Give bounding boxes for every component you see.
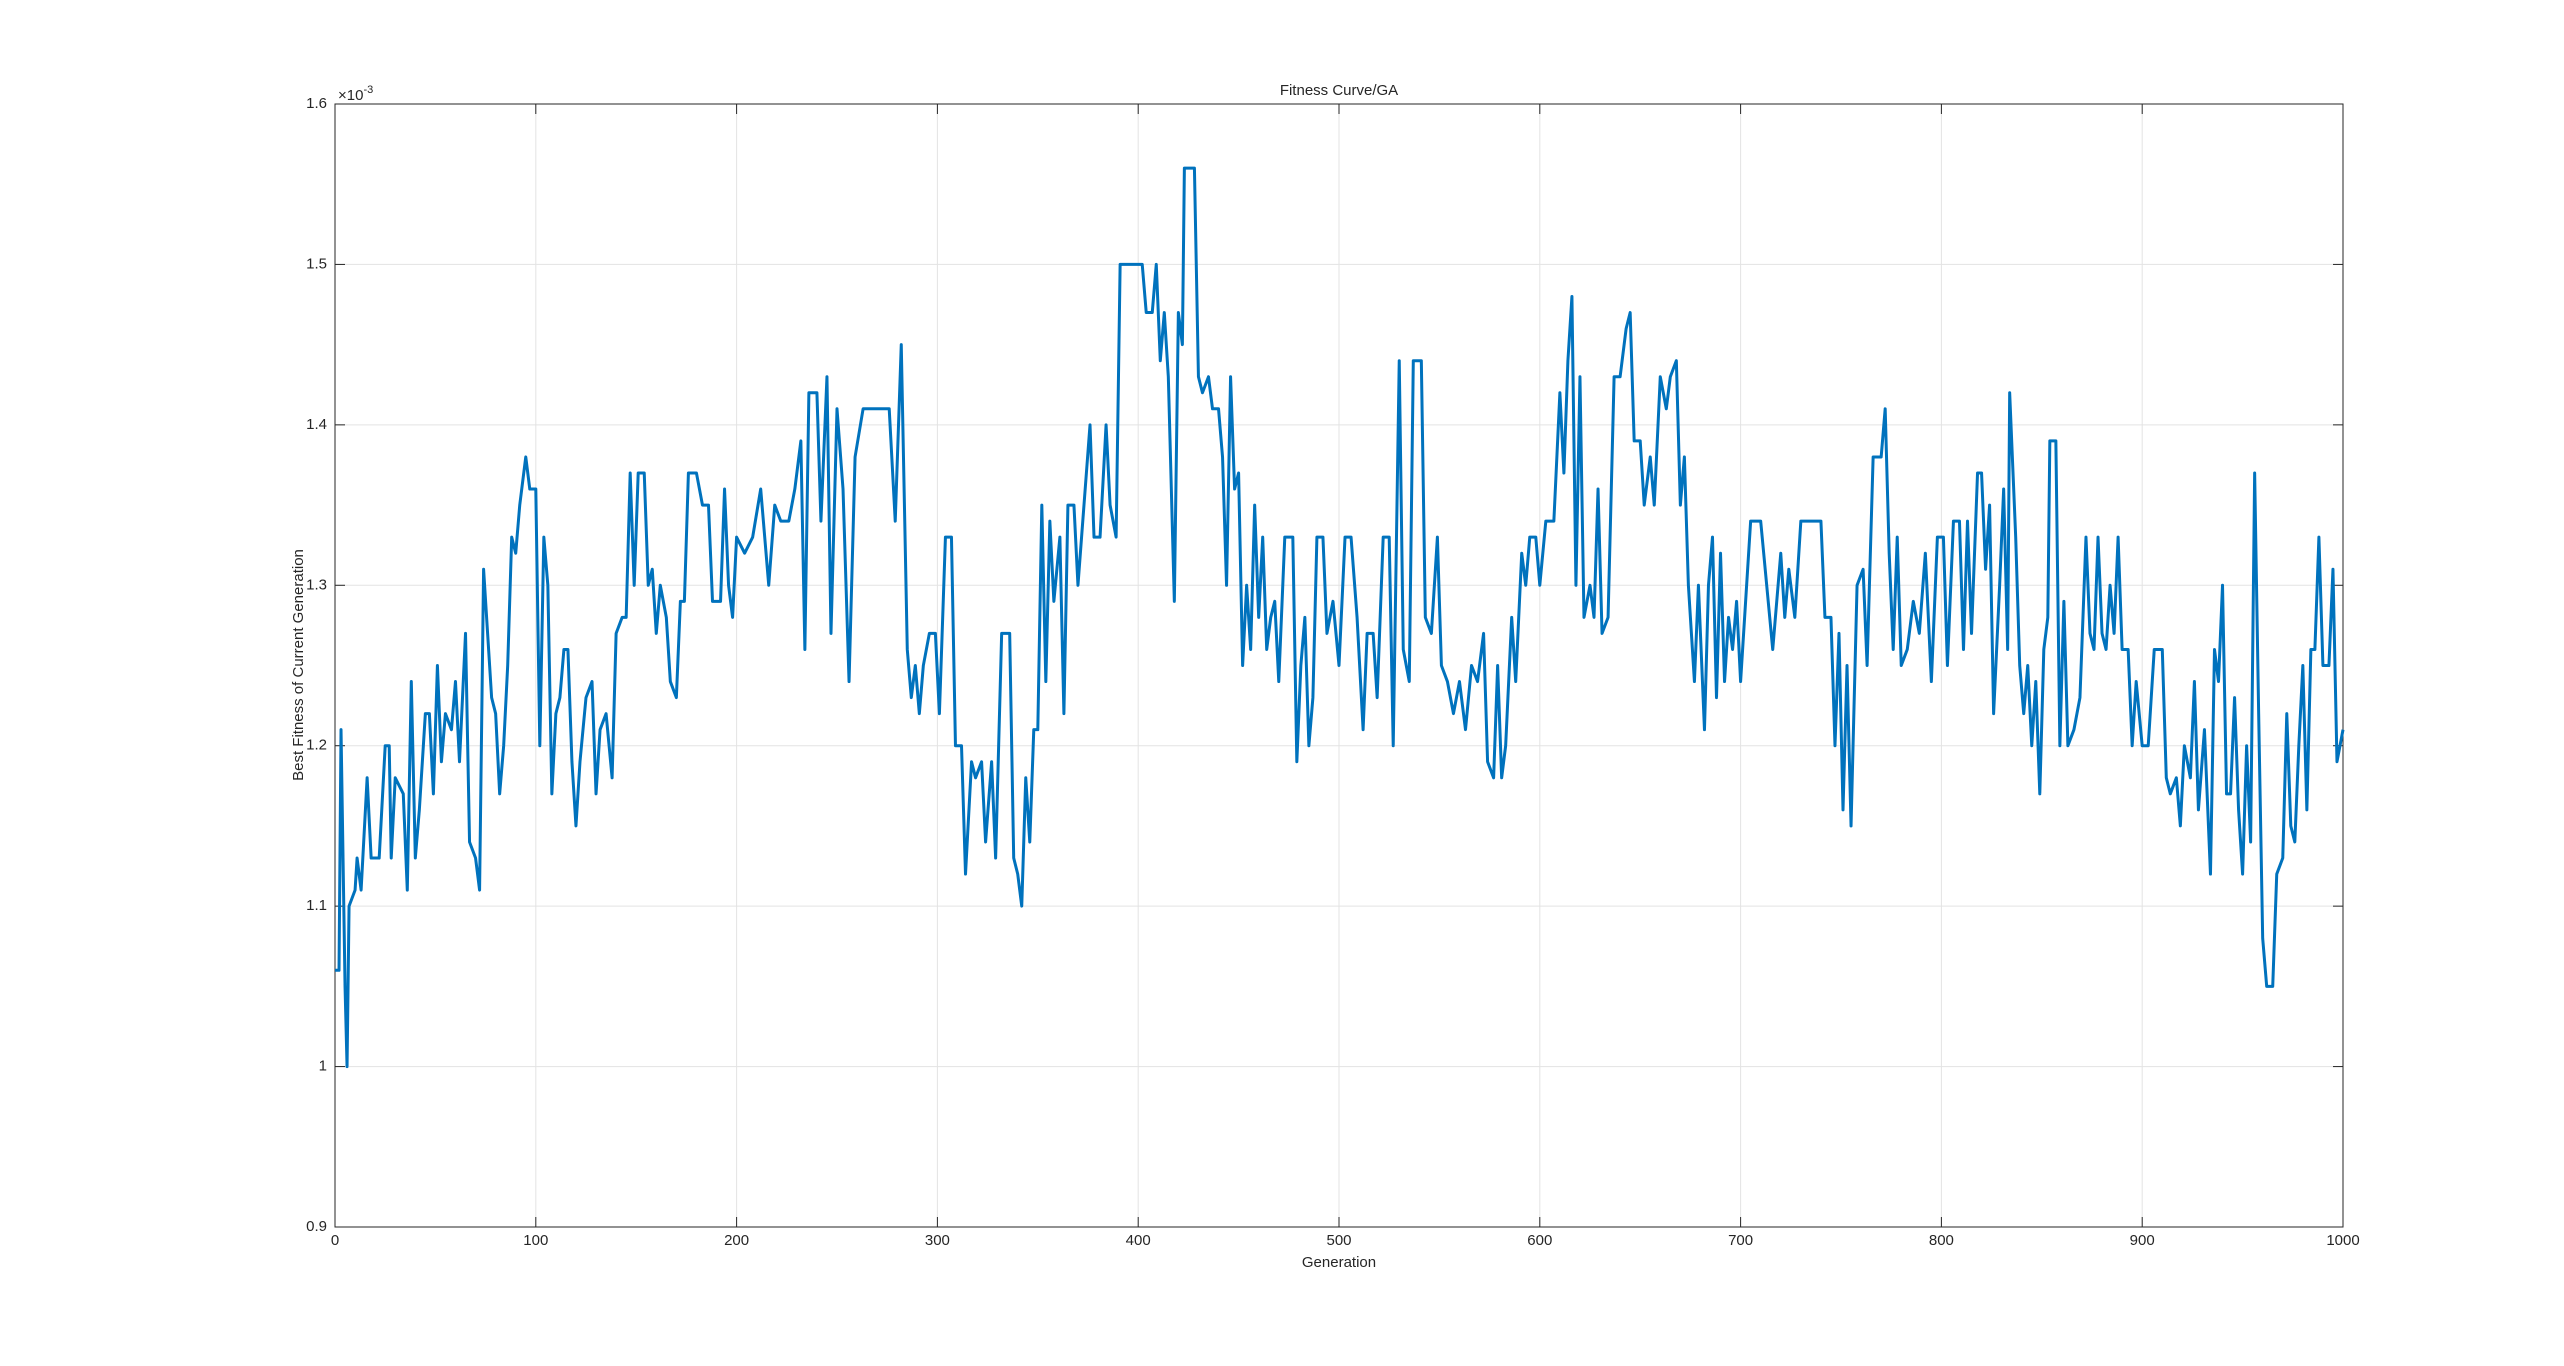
y-tick-label: 1.4: [306, 416, 327, 433]
y-exponent-power: -3: [363, 84, 373, 96]
fitness-line: [335, 166, 2345, 1069]
y-tick-label: 1.3: [306, 576, 327, 593]
y-axis-label: Best Fitness of Current Generation: [290, 549, 307, 781]
x-tick-label: 300: [925, 1232, 950, 1249]
y-exponent-base: ×10: [338, 87, 363, 104]
y-tick-label: 1.5: [306, 255, 327, 272]
plot-frame: [334, 103, 2344, 1228]
y-exponent: ×10-3: [338, 84, 373, 104]
chart-title: Fitness Curve/GA: [1280, 82, 1398, 99]
y-tick-label: 1.2: [306, 737, 327, 754]
x-tick-label: 200: [724, 1232, 749, 1249]
x-tick-label: 700: [1728, 1232, 1753, 1249]
x-tick-label: 800: [1929, 1232, 1954, 1249]
x-tick-label: 100: [523, 1232, 548, 1249]
x-tick-label: 600: [1527, 1232, 1552, 1249]
x-tick-label: 0: [331, 1232, 339, 1249]
x-tick-label: 1000: [2326, 1232, 2359, 1249]
x-tick-label: 400: [1126, 1232, 1151, 1249]
y-tick-label: 0.9: [306, 1218, 327, 1235]
x-axis-label: Generation: [1302, 1254, 1376, 1271]
y-tick-label: 1.6: [306, 95, 327, 112]
y-tick-label: 1.1: [306, 897, 327, 914]
y-tick-label: 1: [319, 1058, 327, 1075]
x-tick-label: 500: [1326, 1232, 1351, 1249]
x-tick-label: 900: [2130, 1232, 2155, 1249]
